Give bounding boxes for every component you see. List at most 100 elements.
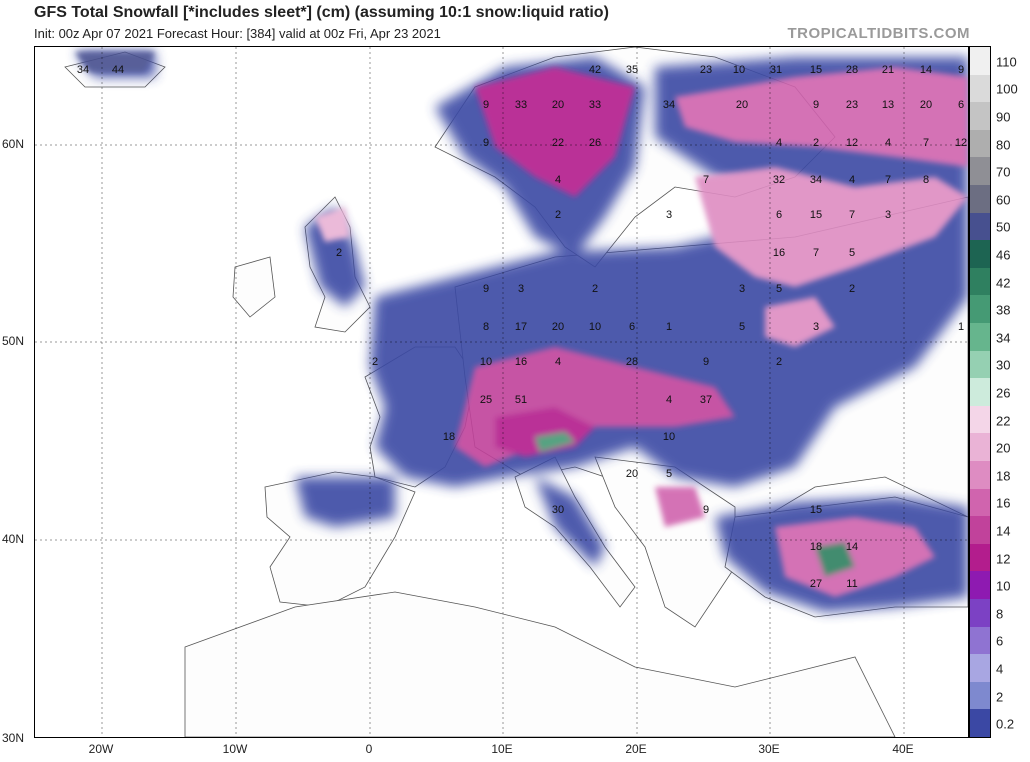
legend-swatch <box>970 433 990 462</box>
snowfall-map: 44 34 42 35 23 10 31 15 28 21 14 9 9 33 20 33 34 20 9 23 13 2… <box>34 46 969 738</box>
snowfall-value: 13 <box>882 99 894 111</box>
legend-swatch <box>970 47 990 76</box>
snowfall-value: 9 <box>813 99 819 111</box>
legend-swatch <box>970 267 990 296</box>
legend-label: 38 <box>996 302 1011 318</box>
legend-swatch <box>970 157 990 186</box>
snowfall-value: 8 <box>483 321 489 333</box>
snowfall-value: 20 <box>626 468 638 480</box>
snowfall-value: 21 <box>882 64 894 76</box>
snowfall-value: 3 <box>813 321 819 333</box>
lon-label-20w: 20W <box>88 742 114 756</box>
snowfall-value: 28 <box>626 356 638 368</box>
lon-label-20e: 20E <box>625 742 647 756</box>
snowfall-value: 12 <box>846 137 858 149</box>
snowfall-value: 34 <box>663 99 675 111</box>
snowfall-value: 37 <box>700 394 712 406</box>
snowfall-value: 32 <box>773 174 785 186</box>
snowfall-value: 2 <box>592 283 598 295</box>
snowfall-value: 7 <box>813 247 819 259</box>
snowfall-value: 3 <box>518 283 524 295</box>
snowfall-value: 5 <box>776 283 782 295</box>
legend-label: 0.2 <box>996 716 1015 732</box>
snowfall-value: 23 <box>846 99 858 111</box>
legend-label: 60 <box>996 192 1011 208</box>
graticule <box>35 47 968 737</box>
legend-label: 14 <box>996 523 1011 539</box>
legend-label: 46 <box>996 247 1011 263</box>
snowfall-value: 18 <box>810 541 822 553</box>
legend-label: 100 <box>996 81 1018 97</box>
legend-label: 34 <box>996 330 1011 346</box>
lon-label-0: 0 <box>365 742 373 756</box>
legend-label: 8 <box>996 606 1004 622</box>
snowfall-value: 11 <box>846 578 857 590</box>
snowfall-value: 20 <box>736 99 748 111</box>
snowfall-value: 6 <box>958 99 964 111</box>
legend-label: 30 <box>996 357 1011 373</box>
snowfall-value: 20 <box>552 99 564 111</box>
snowfall-value: 9 <box>483 99 489 111</box>
snowfall-value: 14 <box>846 541 858 553</box>
snowfall-value: 35 <box>626 64 638 76</box>
snowfall-value: 10 <box>480 356 492 368</box>
snowfall-value: 2 <box>555 209 561 221</box>
legend-label: 70 <box>996 164 1011 180</box>
legend-swatch <box>970 599 990 628</box>
snowfall-value: 9 <box>703 356 709 368</box>
snowfall-value: 44 <box>112 64 124 76</box>
lat-label-60n: 60N <box>2 137 25 151</box>
snowfall-value: 1 <box>666 321 672 333</box>
legend-swatch <box>970 543 990 572</box>
snowfall-value: 6 <box>629 321 635 333</box>
snowfall-value: 16 <box>773 247 785 259</box>
snowfall-value: 2 <box>336 247 342 259</box>
legend-swatch <box>970 212 990 241</box>
snowfall-value: 18 <box>443 431 455 443</box>
snowfall-value: 30 <box>552 504 564 516</box>
legend-swatch <box>970 74 990 103</box>
legend-swatch <box>970 295 990 324</box>
snowfall-value: 8 <box>923 174 929 186</box>
legend-label: 26 <box>996 385 1011 401</box>
snowfall-value: 31 <box>770 64 782 76</box>
legend-swatch <box>970 323 990 352</box>
snowfall-value: 9 <box>958 64 964 76</box>
legend-swatch <box>970 405 990 434</box>
snowfall-value: 1 <box>958 321 964 333</box>
lon-label-30e: 30E <box>758 742 780 756</box>
snowfall-value: 3 <box>666 209 672 221</box>
snowfall-value: 28 <box>846 64 858 76</box>
legend-label: 2 <box>996 689 1004 705</box>
snowfall-value: 15 <box>810 209 822 221</box>
legend-label: 22 <box>996 413 1011 429</box>
lon-label-40e: 40E <box>892 742 914 756</box>
snowfall-value: 4 <box>849 174 855 186</box>
snowfall-value: 6 <box>776 209 782 221</box>
lon-label-10w: 10W <box>222 742 248 756</box>
snowfall-value: 17 <box>515 321 527 333</box>
snowfall-value: 3 <box>885 209 891 221</box>
snowfall-value: 2 <box>813 137 819 149</box>
snowfall-value: 25 <box>480 394 492 406</box>
legend-label: 4 <box>996 661 1004 677</box>
snowfall-value: 14 <box>920 64 932 76</box>
legend-swatch <box>970 654 990 683</box>
snowfall-value: 26 <box>589 137 601 149</box>
snowfall-value: 34 <box>77 64 89 76</box>
snowfall-value: 20 <box>920 99 932 111</box>
lon-label-10e: 10E <box>491 742 513 756</box>
snowfall-value: 2 <box>849 283 855 295</box>
legend-swatch <box>970 185 990 214</box>
legend-swatch <box>970 129 990 158</box>
lat-label-40n: 40N <box>2 532 25 546</box>
legend-swatch <box>970 378 990 407</box>
legend-swatch <box>970 240 990 269</box>
color-legend <box>969 46 991 738</box>
snowfall-value: 34 <box>810 174 822 186</box>
snowfall-value: 10 <box>733 64 745 76</box>
legend-label: 20 <box>996 440 1011 456</box>
snowfall-value: 5 <box>666 468 672 480</box>
legend-label: 42 <box>996 275 1011 291</box>
